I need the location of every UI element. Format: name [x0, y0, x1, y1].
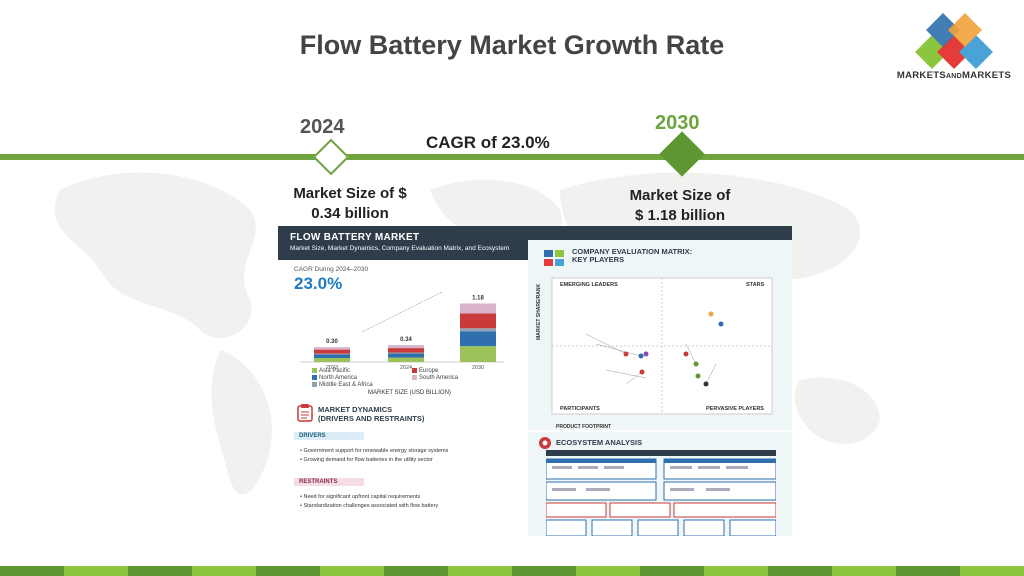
bar-segment-2023-3 — [314, 349, 350, 354]
matrix-quadrant-stars: STARS — [746, 282, 765, 288]
footer-stripe-segment — [384, 566, 448, 576]
matrix-quadrant-emerging: EMERGING LEADERS — [560, 282, 618, 288]
restraint-item: • Need for significant upfront capital r… — [300, 494, 421, 500]
evaluation-matrix-plot: EMERGING LEADERS STARS PARTICIPANTS PERV… — [551, 277, 773, 415]
bar-segment-2023-4 — [314, 347, 350, 350]
driver-item: • Government support for renewable energ… — [300, 448, 449, 454]
cagr-label: CAGR of 23.0% — [426, 133, 550, 152]
start-market-size: Market Size of $ 0.34 billion — [293, 185, 407, 222]
bar-segment-2024-2 — [388, 352, 424, 354]
legend-item: North America — [312, 375, 412, 381]
footer-stripe-segment — [832, 566, 896, 576]
start-year: 2024 — [300, 116, 345, 138]
growth-trend-arrow — [361, 291, 443, 333]
ecosystem-icon — [539, 437, 551, 449]
footer-stripe-segment — [64, 566, 128, 576]
bar-segment-2030-2 — [460, 328, 496, 332]
page-title: Flow Battery Market Growth Rate — [299, 30, 725, 60]
footer-stripe-segment — [768, 566, 832, 576]
matrix-y-axis-label: MARKET SHARE/RANK — [536, 283, 542, 340]
matrix-quadrant-participants: PARTICIPANTS — [560, 406, 600, 412]
chart-legend: Asia Pacific Europe North America South Ame… — [312, 368, 512, 388]
footer-stripe-segment — [0, 566, 64, 576]
cagr-value: 23.0% — [294, 274, 343, 293]
drivers-tag: DRIVERS — [294, 432, 364, 440]
infographic-title: FLOW BATTERY MARKET — [290, 232, 420, 243]
restraints-tag: RESTRAINTS — [294, 478, 364, 486]
ecosystem-title: ECOSYSTEM ANALYSIS — [556, 438, 643, 447]
bar-segment-2030-1 — [460, 331, 496, 347]
end-year: 2030 — [655, 112, 700, 134]
matrix-quadrant-pervasive: PERVASIVE PLAYERS — [706, 406, 764, 412]
cagr-period-label: CAGR During 2024–2030 — [294, 266, 369, 273]
footer-stripe-segment — [192, 566, 256, 576]
dynamics-title: MARKET DYNAMICS (DRIVERS AND RESTRAINTS) — [318, 405, 425, 423]
footer-stripe-segment — [896, 566, 960, 576]
ecosystem-analysis-panel: ECOSYSTEM ANALYSIS — [528, 432, 792, 536]
driver-item: • Growing demand for flow batteries in t… — [300, 457, 433, 463]
bar-segment-2023-2 — [314, 353, 350, 355]
bar-segment-2024-1 — [388, 353, 424, 358]
footer-stripe — [0, 566, 1024, 576]
bar-segment-2024-4 — [388, 345, 424, 349]
bar-total-label: 0.30 — [326, 339, 338, 345]
market-infographic: FLOW BATTERY MARKET Market Size, Market … — [278, 226, 792, 536]
bar-total-label: 1.18 — [472, 295, 484, 301]
matrix-x-axis-label: PRODUCT FOOTPRINT — [556, 424, 611, 430]
footer-stripe-segment — [512, 566, 576, 576]
footer-stripe-segment — [128, 566, 192, 576]
bar-total-label: 0.34 — [400, 337, 412, 343]
end-market-size: Market Size of $ 1.18 billion — [629, 187, 731, 224]
timeline-bar — [0, 154, 1024, 160]
legend-item: South America — [412, 375, 512, 381]
footer-stripe-segment — [256, 566, 320, 576]
bar-segment-2023-1 — [314, 354, 350, 359]
marketsandmarkets-logo — [915, 13, 993, 69]
legend-item: Asia Pacific — [312, 368, 412, 374]
legend-item: Middle East & Africa — [312, 382, 412, 388]
legend-item: Europe — [412, 368, 512, 374]
clipboard-icon — [297, 404, 313, 422]
bar-segment-2023-0 — [314, 358, 350, 362]
footer-stripe-segment — [320, 566, 384, 576]
logo-wordmark: MARKETSANDMARKETS — [896, 70, 1012, 81]
footer-stripe-segment — [576, 566, 640, 576]
bar-segment-2024-3 — [388, 348, 424, 353]
market-size-axis-label: MARKET SIZE (USD BILLION) — [368, 390, 451, 396]
footer-stripe-segment — [960, 566, 1024, 576]
matrix-title: COMPANY EVALUATION MATRIX: KEY PLAYERS — [572, 247, 693, 264]
footer-stripe-segment — [704, 566, 768, 576]
matrix-icon — [544, 250, 564, 266]
ecosystem-diagram — [546, 450, 776, 536]
bar-segment-2024-0 — [388, 357, 424, 362]
restraint-item: • Standardization challenges associated … — [300, 503, 439, 509]
footer-stripe-segment — [640, 566, 704, 576]
infographic-subtitle: Market Size, Market Dynamics, Company Ev… — [290, 245, 510, 252]
bar-segment-2030-3 — [460, 313, 496, 329]
bar-segment-2030-0 — [460, 346, 496, 362]
bar-segment-2030-4 — [460, 303, 496, 314]
footer-stripe-segment — [448, 566, 512, 576]
company-evaluation-matrix-panel: COMPANY EVALUATION MATRIX: KEY PLAYERS E… — [528, 240, 792, 430]
